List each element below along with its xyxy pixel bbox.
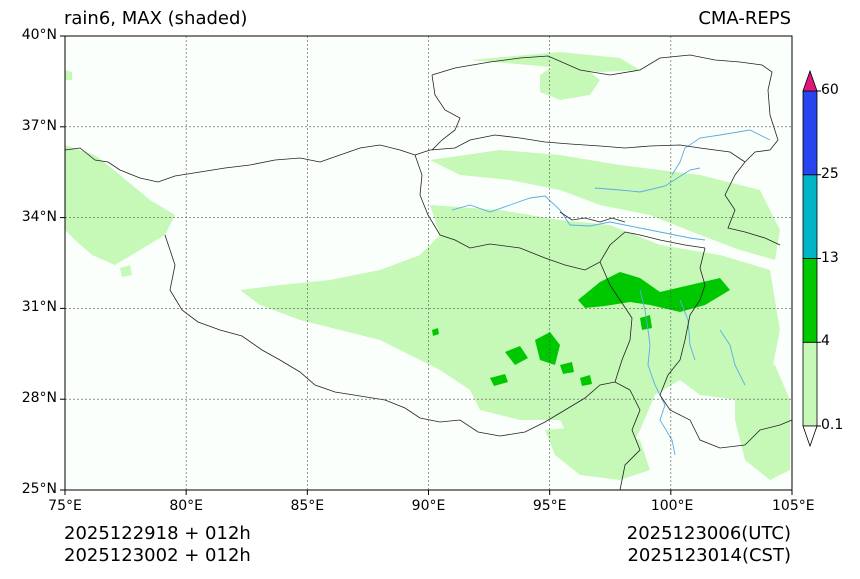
rain-light-areas bbox=[65, 52, 790, 480]
colorbar-level-label: 4 bbox=[821, 333, 830, 350]
x-tick-label: 85°E bbox=[290, 498, 325, 514]
gridlines bbox=[65, 36, 792, 490]
x-tick-label: 80°E bbox=[169, 498, 203, 514]
init-time-cst: 2025123002 + 012h bbox=[64, 545, 251, 566]
y-tick-label: 34°N bbox=[21, 208, 57, 225]
model-name: CMA-REPS bbox=[698, 8, 791, 29]
rain-moderate-areas bbox=[432, 272, 730, 386]
x-tick-label: 105°E bbox=[772, 498, 815, 514]
colorbar-level-label: 13 bbox=[821, 249, 839, 266]
map-title: rain6, MAX (shaded) bbox=[64, 8, 248, 29]
rivers bbox=[451, 129, 771, 456]
y-tick-label: 28°N bbox=[21, 390, 57, 407]
colorbar-band bbox=[802, 258, 818, 343]
x-tick-label: 75°E bbox=[48, 498, 82, 514]
y-tick-label: 31°N bbox=[21, 299, 57, 316]
colorbar-band bbox=[802, 341, 818, 427]
init-time-utc: 2025122918 + 012h bbox=[64, 523, 251, 544]
colorbar-band bbox=[802, 90, 818, 176]
x-tick-label: 95°E bbox=[532, 498, 567, 514]
axis-ticks bbox=[60, 35, 793, 495]
x-tick-label: 90°E bbox=[411, 498, 446, 514]
colorbar-over-triangle bbox=[802, 69, 818, 92]
x-tick-label: 100°E bbox=[650, 498, 694, 514]
colorbar-level-label: 0.1 bbox=[821, 417, 844, 433]
boundaries bbox=[64, 54, 793, 491]
colorbar-band bbox=[802, 174, 818, 259]
y-tick-label: 37°N bbox=[21, 117, 57, 134]
colorbar-under-triangle bbox=[802, 425, 818, 448]
colorbar-level-label: 25 bbox=[821, 165, 839, 182]
colorbar-level-label: 60 bbox=[821, 82, 839, 98]
valid-time-utc: 2025123006(UTC) bbox=[626, 523, 791, 544]
valid-time-cst: 2025123014(CST) bbox=[627, 545, 791, 566]
y-tick-label: 40°N bbox=[21, 27, 57, 43]
colorbar bbox=[802, 69, 821, 448]
y-tick-label: 25°N bbox=[21, 481, 57, 497]
